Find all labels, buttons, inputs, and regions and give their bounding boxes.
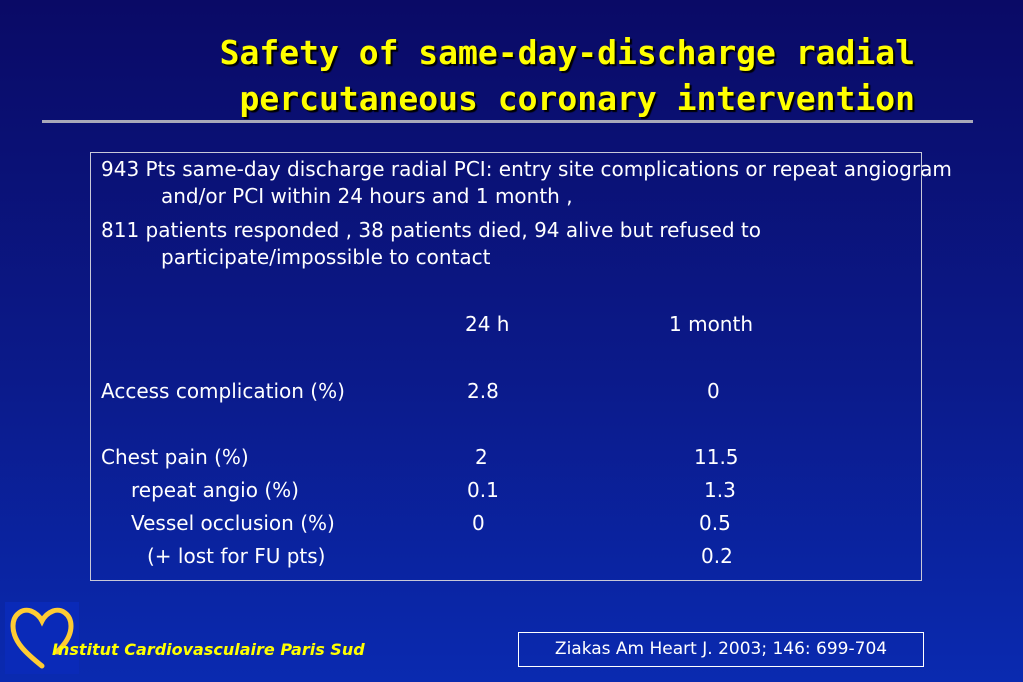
slide-title: Safety of same-day-discharge radial perc…: [120, 30, 915, 122]
vessel-occlusion-1-month: 0.5: [699, 511, 731, 535]
study-description: 943 Pts same-day discharge radial PCI: e…: [101, 157, 952, 208]
row-label-lost-for-fu: (+ lost for FU pts): [147, 544, 326, 568]
citation-box: Ziakas Am Heart J. 2003; 146: 699-704: [518, 632, 924, 667]
access-complication-1-month: 0: [707, 379, 720, 403]
row-label-repeat-angio: repeat angio (%): [131, 478, 299, 502]
row-label-access-complication: Access complication (%): [101, 379, 345, 403]
heart-logo-icon: [5, 602, 79, 674]
institute-name: Institut Cardiovasculaire Paris Sud: [52, 640, 365, 659]
chest-pain-1-month: 11.5: [694, 445, 739, 469]
response-summary: 811 patients responded , 38 patients die…: [101, 218, 761, 269]
column-header-1-month: 1 month: [669, 312, 753, 336]
vessel-occlusion-24h: 0: [472, 511, 485, 535]
repeat-angio-24h: 0.1: [467, 478, 499, 502]
row-label-vessel-occlusion: Vessel occlusion (%): [131, 511, 335, 535]
column-header-24h: 24 h: [465, 312, 510, 336]
content-box: 943 Pts same-day discharge radial PCI: e…: [90, 152, 952, 581]
access-complication-24h: 2.8: [467, 379, 499, 403]
title-line-2: percutaneous coronary intervention: [239, 79, 915, 118]
title-divider: [42, 120, 973, 123]
title-line-1: Safety of same-day-discharge radial: [219, 33, 915, 72]
lost-for-fu-1-month: 0.2: [701, 544, 733, 568]
row-label-chest-pain: Chest pain (%): [101, 445, 249, 469]
chest-pain-24h: 2: [475, 445, 488, 469]
repeat-angio-1-month: 1.3: [704, 478, 736, 502]
